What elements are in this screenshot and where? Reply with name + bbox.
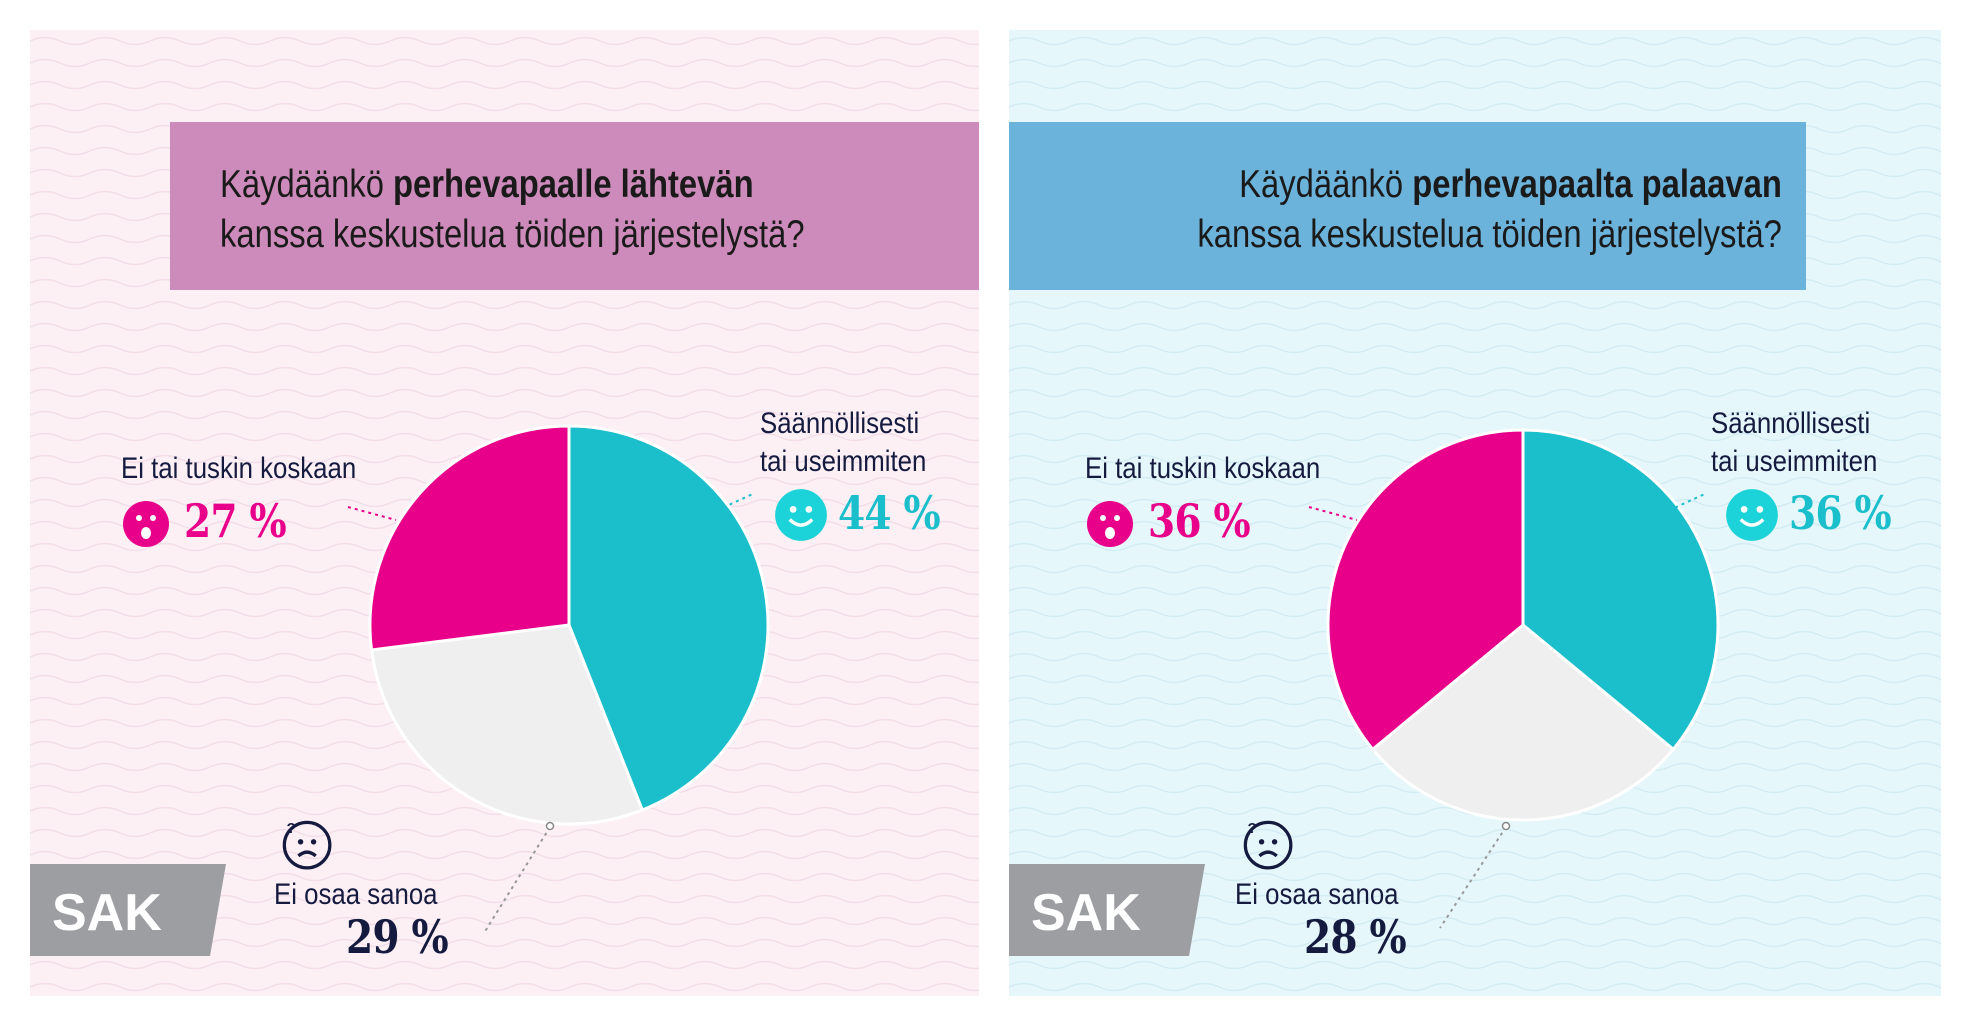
pie-slice-2 [368, 424, 571, 652]
leader-line-dontknow [1439, 826, 1507, 929]
label-regularly-2: tai useimmiten [760, 445, 927, 478]
percent-regularly: 44 % [838, 486, 941, 540]
title-box: Käydäänkö perhevapaalle lähtevän kanssa k… [170, 122, 979, 290]
title-box: Käydäänkö perhevapaalta palaavan kanssa k… [1009, 122, 1806, 290]
percent-dontknow: 28 % [1304, 910, 1407, 964]
label-never: Ei tai tuskin koskaan [1085, 452, 1321, 485]
sak-logo: SAK [30, 864, 226, 956]
leader-line-never [1308, 506, 1358, 521]
chart-title: Käydäänkö perhevapaalta palaavan kanssa k… [1197, 163, 1782, 256]
smile-icon [775, 489, 827, 541]
pie-slice-1 [1370, 623, 1676, 822]
percent-never: 36 % [1148, 494, 1251, 548]
pie-slice-1 [369, 623, 645, 826]
label-regularly-1: Säännöllisesti [760, 407, 920, 440]
svg-text:?: ? [1248, 820, 1257, 837]
smile-icon [1726, 489, 1778, 541]
leader-dot-dontknow [545, 821, 555, 831]
label-dontknow: Ei osaa sanoa [274, 878, 438, 911]
chart-panel-leaving: Käydäänkö perhevapaalle lähtevän kanssa k… [30, 30, 979, 996]
svg-text:?: ? [287, 820, 296, 837]
percent-never: 27 % [184, 494, 287, 548]
leader-line-regularly [1636, 492, 1708, 526]
leader-line-regularly [684, 492, 756, 526]
shocked-face-icon [1087, 501, 1133, 547]
label-regularly-2: tai useimmiten [1711, 445, 1878, 478]
pie-slice-0 [567, 424, 770, 812]
percent-regularly: 36 % [1789, 486, 1892, 540]
leader-line-dontknow [483, 826, 551, 934]
leader-dot-regularly [1631, 522, 1639, 530]
sak-logo: SAK [1009, 864, 1205, 956]
pie-chart [347, 424, 770, 934]
pie-chart [1308, 428, 1720, 929]
pie-slice-2 [1326, 428, 1525, 752]
label-regularly-1: Säännöllisesti [1711, 407, 1871, 440]
label-dontknow: Ei osaa sanoa [1235, 878, 1399, 911]
leader-line-never [347, 506, 397, 521]
confused-face-icon: ? [282, 820, 332, 870]
svg-text:SAK: SAK [1031, 884, 1141, 942]
chart-title: Käydäänkö perhevapaalle lähtevän kanssa k… [220, 163, 805, 256]
svg-text:SAK: SAK [52, 884, 162, 942]
chart-panel-returning: Käydäänkö perhevapaalta palaavan kanssa k… [1009, 30, 1941, 996]
shocked-face-icon [123, 501, 169, 547]
percent-dontknow: 29 % [346, 910, 449, 964]
confused-face-icon: ? [1243, 820, 1293, 870]
label-never: Ei tai tuskin koskaan [121, 452, 357, 485]
leader-dot-regularly [679, 522, 687, 530]
leader-dot-dontknow [1501, 821, 1511, 831]
